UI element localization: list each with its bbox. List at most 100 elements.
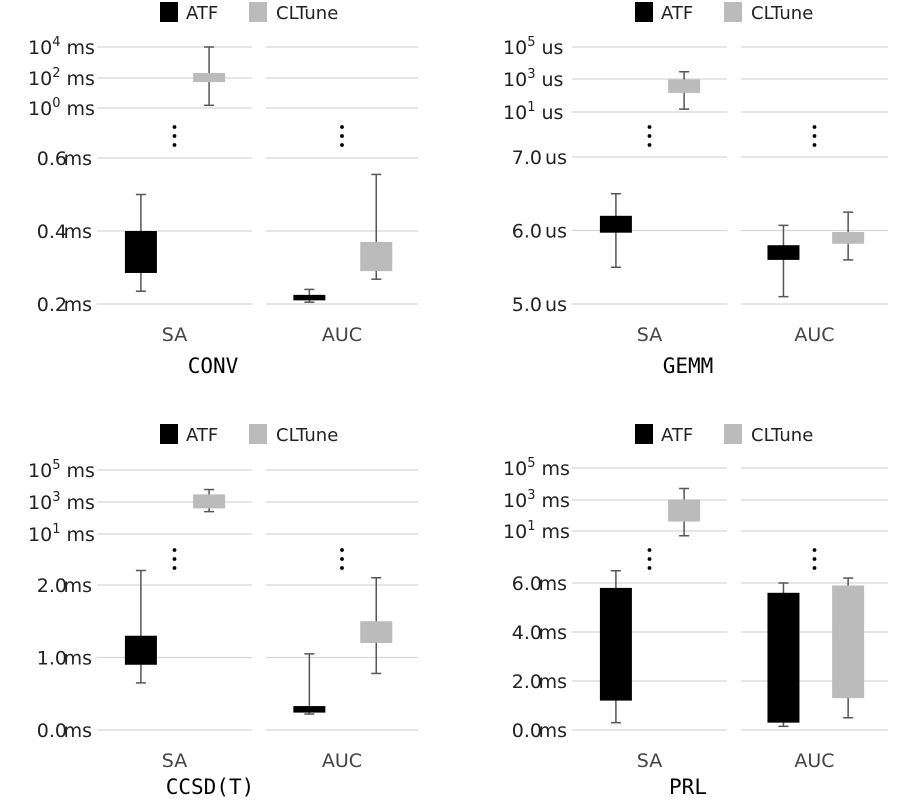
axis-break-dot <box>172 134 177 138</box>
y-tick-label: 6.0 <box>512 221 542 243</box>
y-tick-unit: ms <box>64 294 92 316</box>
legend-swatch-atf <box>160 2 178 22</box>
box-body <box>193 72 226 83</box>
y-tick-label: 0.4 <box>37 221 67 243</box>
legend-swatch-atf <box>635 2 653 22</box>
y-tick-unit: ms <box>64 720 92 742</box>
y-tick-label: 0.6 <box>37 148 67 170</box>
y-tick-unit: ms <box>64 148 92 170</box>
y-tick-label-log: 104 ms <box>28 35 95 59</box>
y-tick-label: 0.2 <box>37 294 67 316</box>
y-tick-label-log: 101 ms <box>28 522 95 546</box>
axis-break-dot <box>340 134 344 138</box>
y-tick-label-log: 105 us <box>503 35 563 59</box>
axis-break-dot <box>647 557 652 561</box>
y-tick-unit: ms <box>64 575 92 597</box>
axis-break-dot <box>647 566 652 570</box>
y-tick-label-log: 105 ms <box>28 458 95 482</box>
axis-break-dot <box>340 125 344 129</box>
box-body <box>832 231 865 244</box>
box-body <box>193 494 226 509</box>
box-sa-cltune <box>668 487 701 537</box>
box-body <box>360 241 393 272</box>
y-tick-label: 7.0 <box>512 147 542 169</box>
box-body <box>599 587 632 701</box>
box-body <box>832 585 865 699</box>
axis-break-dot <box>647 125 652 129</box>
category-label-auc: AUC <box>794 324 834 346</box>
box-auc-cltune <box>360 577 393 675</box>
box-auc-atf <box>767 582 800 728</box>
box-body <box>124 635 157 665</box>
legend-label-atf: ATF <box>186 425 218 446</box>
panel-title: CONV <box>188 354 239 378</box>
axis-break-dot <box>340 548 344 552</box>
axis-break-dot <box>647 134 652 138</box>
y-tick-unit: us <box>545 221 567 243</box>
legend-swatch-atf <box>160 424 178 444</box>
legend-label-cltune: CLTune <box>751 3 813 24</box>
box-body <box>293 706 326 713</box>
axis-break-dot <box>172 125 177 129</box>
axis-break-dot <box>812 548 817 552</box>
y-tick-label: 2.0 <box>37 575 67 597</box>
y-tick-label-log: 103 us <box>503 67 563 91</box>
axis-break-dot <box>340 143 344 147</box>
y-tick-label: 0.0 <box>37 720 67 742</box>
axis-break-dot <box>647 143 652 147</box>
box-auc-cltune <box>360 173 393 280</box>
axis-break-dot <box>172 143 177 147</box>
y-tick-unit: ms <box>64 221 92 243</box>
category-label-sa: SA <box>162 324 187 346</box>
box-auc-cltune <box>832 577 865 719</box>
box-body <box>360 621 393 643</box>
box-body <box>293 294 326 301</box>
y-tick-label-log: 103 ms <box>503 488 570 512</box>
category-label-sa: SA <box>637 750 662 772</box>
box-body <box>668 499 701 522</box>
category-label-sa: SA <box>637 324 662 346</box>
category-label-auc: AUC <box>322 750 362 772</box>
legend-label-atf: ATF <box>661 3 693 24</box>
box-auc-atf <box>293 288 326 303</box>
box-sa-atf <box>124 193 157 292</box>
y-tick-label: 0.0 <box>512 720 542 742</box>
y-tick-label: 5.0 <box>512 294 542 316</box>
panel-title: GEMM <box>663 354 714 378</box>
legend-label-atf: ATF <box>661 425 693 446</box>
panel-title: CCSD(T) <box>166 775 255 799</box>
box-auc-atf <box>767 224 800 298</box>
box-body <box>767 592 800 723</box>
axis-break-dot <box>812 143 817 147</box>
legend-label-cltune: CLTune <box>276 3 338 24</box>
legend-swatch-cltune <box>724 424 742 444</box>
y-tick-label: 6.0 <box>512 573 542 595</box>
axis-break-dot <box>812 125 817 129</box>
y-tick-label-log: 105 ms <box>503 456 570 480</box>
box-sa-atf <box>599 570 632 724</box>
legend-label-cltune: CLTune <box>276 425 338 446</box>
axis-break-dot <box>172 557 177 561</box>
box-sa-cltune <box>193 46 226 107</box>
axis-break-dot <box>812 134 817 138</box>
y-tick-unit: us <box>545 294 567 316</box>
y-tick-label-log: 101 us <box>503 100 563 124</box>
legend-swatch-atf <box>635 424 653 444</box>
legend-swatch-cltune <box>249 2 267 22</box>
box-auc-atf <box>293 653 326 715</box>
box-sa-atf <box>124 569 157 684</box>
panel-title: PRL <box>669 775 707 799</box>
y-tick-label-log: 103 ms <box>28 490 95 514</box>
axis-break-dot <box>172 548 177 552</box>
legend-label-cltune: CLTune <box>751 425 813 446</box>
axis-break-dot <box>172 566 177 570</box>
legend-swatch-cltune <box>249 424 267 444</box>
category-label-sa: SA <box>162 750 187 772</box>
box-sa-atf <box>599 193 632 268</box>
y-tick-label: 2.0 <box>512 671 542 693</box>
legend-label-atf: ATF <box>186 3 218 24</box>
y-tick-label-log: 100 ms <box>28 96 95 120</box>
